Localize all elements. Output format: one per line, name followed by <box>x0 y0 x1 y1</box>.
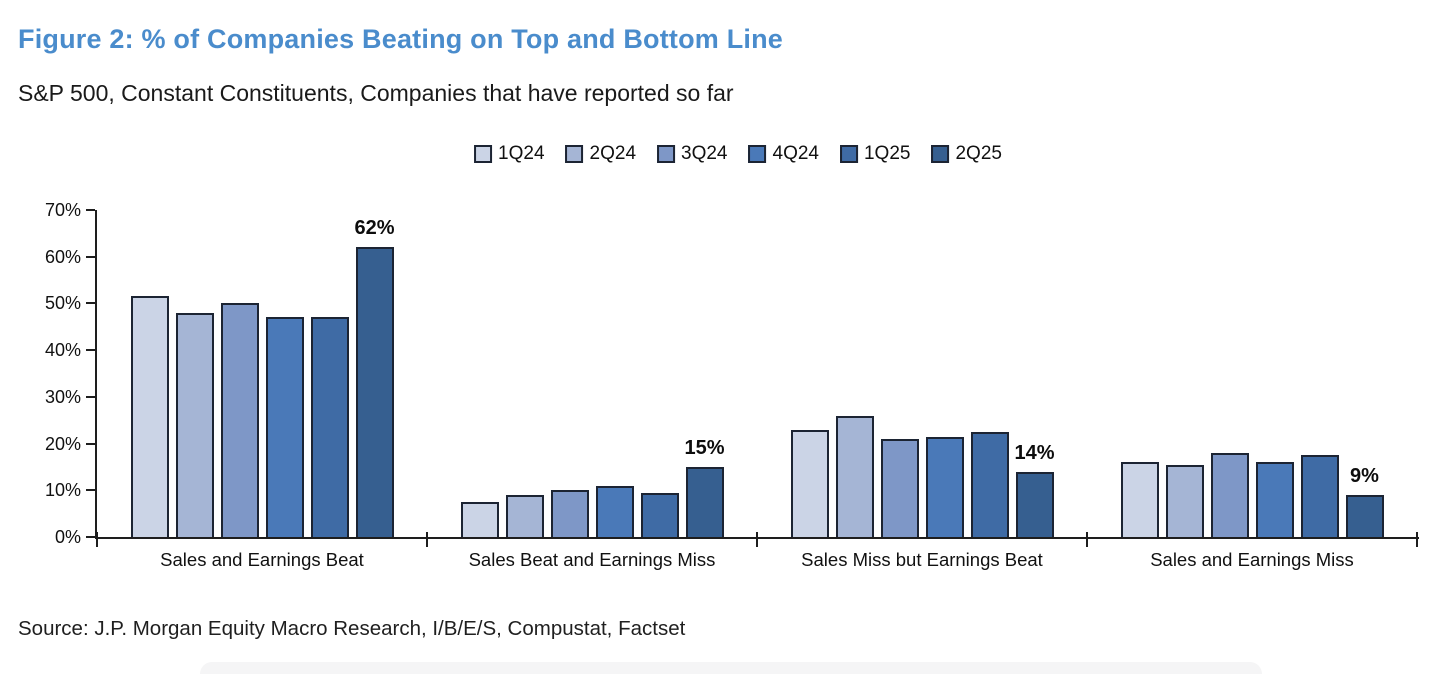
bar-value-label: 14% <box>1014 442 1055 464</box>
bar-2Q25-sales-beat-and-earnings-miss <box>685 467 724 537</box>
legend-label: 1Q24 <box>498 143 545 164</box>
y-axis-tick-label: 40% <box>44 340 81 361</box>
bar-value-label: 15% <box>684 437 725 459</box>
legend-swatch-icon <box>839 145 858 163</box>
bar-2Q24-sales-and-earnings-beat <box>175 313 214 537</box>
bar-2Q24-sales-miss-but-earnings-beat <box>835 416 874 537</box>
y-axis-tick <box>86 395 95 398</box>
x-axis-tick <box>756 532 758 547</box>
legend-swatch-icon <box>565 145 584 163</box>
legend-label: 4Q24 <box>772 143 819 164</box>
y-axis-tick <box>86 489 95 492</box>
bar-1Q24-sales-and-earnings-miss <box>1120 462 1159 537</box>
legend-label: 2Q24 <box>589 143 637 164</box>
x-axis-category-label: Sales and Earnings Beat <box>160 549 364 570</box>
legend-label: 1Q25 <box>863 143 911 164</box>
legend-swatch-icon <box>748 145 767 163</box>
bar-1Q25-sales-beat-and-earnings-miss <box>640 493 679 537</box>
y-axis-tick-label: 60% <box>44 246 81 267</box>
bar-1Q25-sales-and-earnings-beat <box>310 317 349 537</box>
y-axis-tick-label: 20% <box>44 433 81 454</box>
x-axis-category-label: Sales Miss but Earnings Beat <box>801 549 1043 570</box>
bar-4Q24-sales-and-earnings-beat <box>265 317 304 537</box>
y-axis-tick <box>86 302 95 305</box>
bar-2Q24-sales-and-earnings-miss <box>1165 465 1204 537</box>
legend-label: 2Q25 <box>955 143 1002 164</box>
legend-item-4Q24: 4Q24 <box>748 143 819 165</box>
x-axis-tick <box>1416 532 1418 547</box>
bar-4Q24-sales-beat-and-earnings-miss <box>595 486 634 537</box>
bar-1Q25-sales-and-earnings-miss <box>1300 455 1339 537</box>
bar-4Q24-sales-miss-but-earnings-beat <box>925 437 964 537</box>
x-axis-category-label: Sales and Earnings Miss <box>1150 549 1354 570</box>
bar-1Q25-sales-miss-but-earnings-beat <box>970 432 1009 537</box>
bar-4Q24-sales-and-earnings-miss <box>1255 462 1294 537</box>
x-axis-tick <box>1086 532 1088 547</box>
legend-swatch-icon <box>931 145 950 163</box>
legend-item-2Q24: 2Q24 <box>565 143 637 165</box>
bar-2Q24-sales-beat-and-earnings-miss <box>505 495 544 537</box>
legend-label: 3Q24 <box>681 143 728 164</box>
y-axis-tick <box>86 255 95 258</box>
y-axis-tick-label: 30% <box>44 386 81 407</box>
bar-3Q24-sales-beat-and-earnings-miss <box>550 490 589 537</box>
y-axis-tick-label: 50% <box>44 293 81 314</box>
y-axis-tick <box>86 536 95 538</box>
y-axis-tick-label: 10% <box>44 480 81 501</box>
y-axis-tick-label: 70% <box>44 200 81 220</box>
y-axis-tick <box>86 349 95 352</box>
chart-legend: 1Q24 2Q24 3Q24 4Q24 1Q25 2Q25 <box>474 143 1002 165</box>
source-attribution: Source: J.P. Morgan Equity Macro Researc… <box>18 617 686 640</box>
x-axis-tick <box>96 532 98 547</box>
legend-swatch-icon <box>657 145 676 163</box>
bar-2Q25-sales-and-earnings-beat <box>355 247 394 537</box>
bar-value-label: 62% <box>354 217 395 239</box>
x-axis-tick <box>426 532 428 547</box>
y-axis-tick <box>86 442 95 445</box>
bar-1Q24-sales-miss-but-earnings-beat <box>790 430 829 537</box>
bar-1Q24-sales-beat-and-earnings-miss <box>460 502 499 537</box>
legend-item-3Q24: 3Q24 <box>657 143 728 165</box>
figure-title: Figure 2: % of Companies Beating on Top … <box>18 24 783 54</box>
bar-1Q24-sales-and-earnings-beat <box>130 296 169 537</box>
legend-item-1Q25: 1Q25 <box>839 143 911 165</box>
bar-3Q24-sales-and-earnings-miss <box>1210 453 1249 537</box>
bottom-panel-edge <box>200 662 1262 674</box>
bar-chart-plot-area: 0% 10% 20% 30% 40% 50% 60% 70% 62% 15% 14% 9% Sales … <box>45 200 1419 570</box>
bar-2Q25-sales-and-earnings-miss <box>1345 495 1384 537</box>
bar-3Q24-sales-and-earnings-beat <box>220 303 259 537</box>
legend-item-2Q25: 2Q25 <box>931 143 1002 165</box>
legend-item-1Q24: 1Q24 <box>474 143 545 165</box>
y-axis-line <box>95 210 97 539</box>
figure-subtitle: S&P 500, Constant Constituents, Companie… <box>18 80 734 106</box>
y-axis-tick <box>86 209 95 211</box>
bar-3Q24-sales-miss-but-earnings-beat <box>880 439 919 537</box>
legend-swatch-icon <box>474 145 493 163</box>
bar-2Q25-sales-miss-but-earnings-beat <box>1015 472 1054 537</box>
x-axis-category-label: Sales Beat and Earnings Miss <box>468 549 716 570</box>
y-axis-tick-label: 0% <box>54 527 81 547</box>
bar-value-label: 9% <box>1350 465 1379 487</box>
